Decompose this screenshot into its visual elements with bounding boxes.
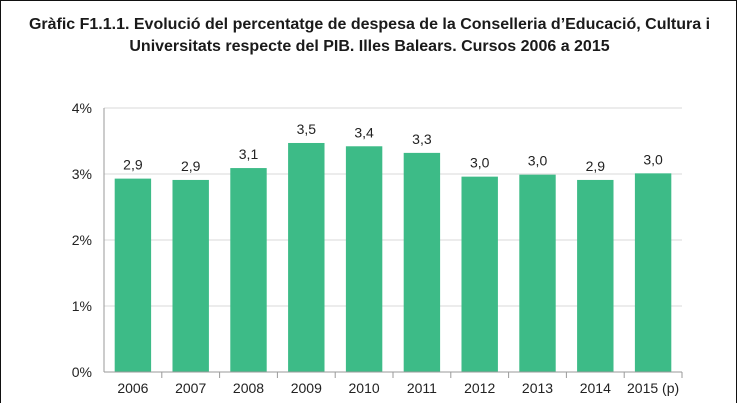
x-tick-label: 2008	[233, 380, 264, 396]
x-tick-label: 2012	[464, 380, 495, 396]
data-label: 3,3	[412, 131, 432, 147]
y-tick-label: 2%	[72, 232, 92, 248]
bar-2014	[577, 179, 614, 372]
data-label: 3,0	[643, 151, 663, 167]
bar-2010	[345, 146, 383, 372]
data-label: 3,4	[354, 124, 374, 140]
x-tick-label: 2007	[175, 380, 206, 396]
bar-2013	[519, 174, 556, 372]
y-tick-label: 1%	[72, 298, 92, 314]
chart-title-line-2: Universitats respecte del PIB. Illes Bal…	[129, 38, 610, 55]
x-tick-label: 2015 (p)	[627, 380, 679, 396]
bar-2008	[230, 168, 267, 372]
y-tick-label: 4%	[72, 100, 92, 116]
y-tick-label: 0%	[72, 364, 92, 380]
bar-2015p	[634, 173, 672, 372]
bar-2012	[461, 176, 498, 372]
x-tick-label: 2011	[407, 380, 437, 396]
chart-title: Gràfic F1.1.1. Evolució del percentatge …	[0, 14, 739, 58]
data-label: 3,5	[297, 121, 317, 137]
bar-2011	[403, 152, 441, 372]
y-tick-label: 3%	[72, 166, 92, 182]
bar-2007	[172, 179, 209, 372]
x-tick-label: 2013	[522, 380, 553, 396]
x-tick-label: 2006	[117, 380, 148, 396]
data-label: 2,9	[586, 158, 606, 174]
x-tick-label: 2014	[580, 380, 611, 396]
data-label: 3,0	[470, 155, 490, 171]
chart-title-line-1: Gràfic F1.1.1. Evolució del percentatge …	[28, 16, 711, 33]
data-label: 2,9	[181, 158, 201, 174]
x-tick-label: 2009	[291, 380, 322, 396]
data-label: 3,1	[239, 146, 259, 162]
data-label: 2,9	[123, 157, 143, 173]
data-label: 3,0	[528, 153, 548, 169]
x-tick-label: 2010	[349, 380, 380, 396]
bar-2009	[288, 142, 325, 372]
bar-2006	[114, 178, 152, 372]
